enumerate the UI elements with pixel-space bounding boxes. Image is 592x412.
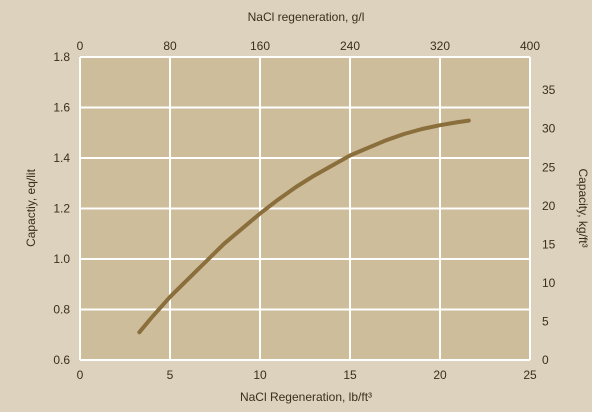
y-right-tick-label: 5 (542, 314, 549, 328)
y-left-tick-label: 0.6 (53, 353, 70, 367)
x-top-tick-label: 80 (163, 39, 177, 53)
grid-layer (79, 56, 531, 361)
y-axis-left-title: Capactiy, eq/lit (24, 168, 38, 246)
y-right-tick-label: 20 (542, 199, 556, 213)
y-left-tick-label: 1.4 (53, 151, 70, 165)
x-bottom-tick-label: 0 (77, 368, 84, 382)
x-axis-bottom-title: NaCl Regeneration, lb/ft³ (240, 390, 372, 404)
y-left-tick-label: 1.8 (53, 50, 70, 64)
x-bottom-tick-label: 25 (523, 368, 537, 382)
x-top-tick-label: 240 (340, 39, 360, 53)
y-left-tick-label: 1.6 (53, 101, 70, 115)
y-axis-right-title: Capacity, kg/ft³ (576, 168, 590, 247)
series-layer (137, 118, 471, 335)
series-line (137, 118, 471, 335)
x-bottom-tick-label: 15 (343, 368, 357, 382)
y-right-tick-label: 15 (542, 237, 556, 251)
x-bottom-tick-label: 10 (253, 368, 267, 382)
tick-labels: 0 5 10 15 20 25 0 80 160 240 320 400 0.6 0.8 1.0 1.2 1.4… (53, 39, 555, 382)
y-right-tick-label: 25 (542, 160, 556, 174)
x-bottom-tick-label: 20 (433, 368, 447, 382)
x-top-tick-label: 400 (520, 39, 540, 53)
y-right-tick-label: 0 (542, 353, 549, 367)
x-top-tick-label: 320 (430, 39, 450, 53)
y-right-tick-label: 10 (542, 276, 556, 290)
x-axis-top-title: NaCl regeneration, g/l (248, 10, 365, 24)
x-top-tick-label: 0 (77, 39, 84, 53)
y-left-tick-label: 1.0 (53, 252, 70, 266)
y-right-tick-label: 35 (542, 83, 556, 97)
x-bottom-tick-label: 5 (167, 368, 174, 382)
y-right-tick-label: 30 (542, 122, 556, 136)
x-top-tick-label: 160 (250, 39, 270, 53)
y-left-tick-label: 0.8 (53, 303, 70, 317)
y-left-tick-label: 1.2 (53, 202, 70, 216)
